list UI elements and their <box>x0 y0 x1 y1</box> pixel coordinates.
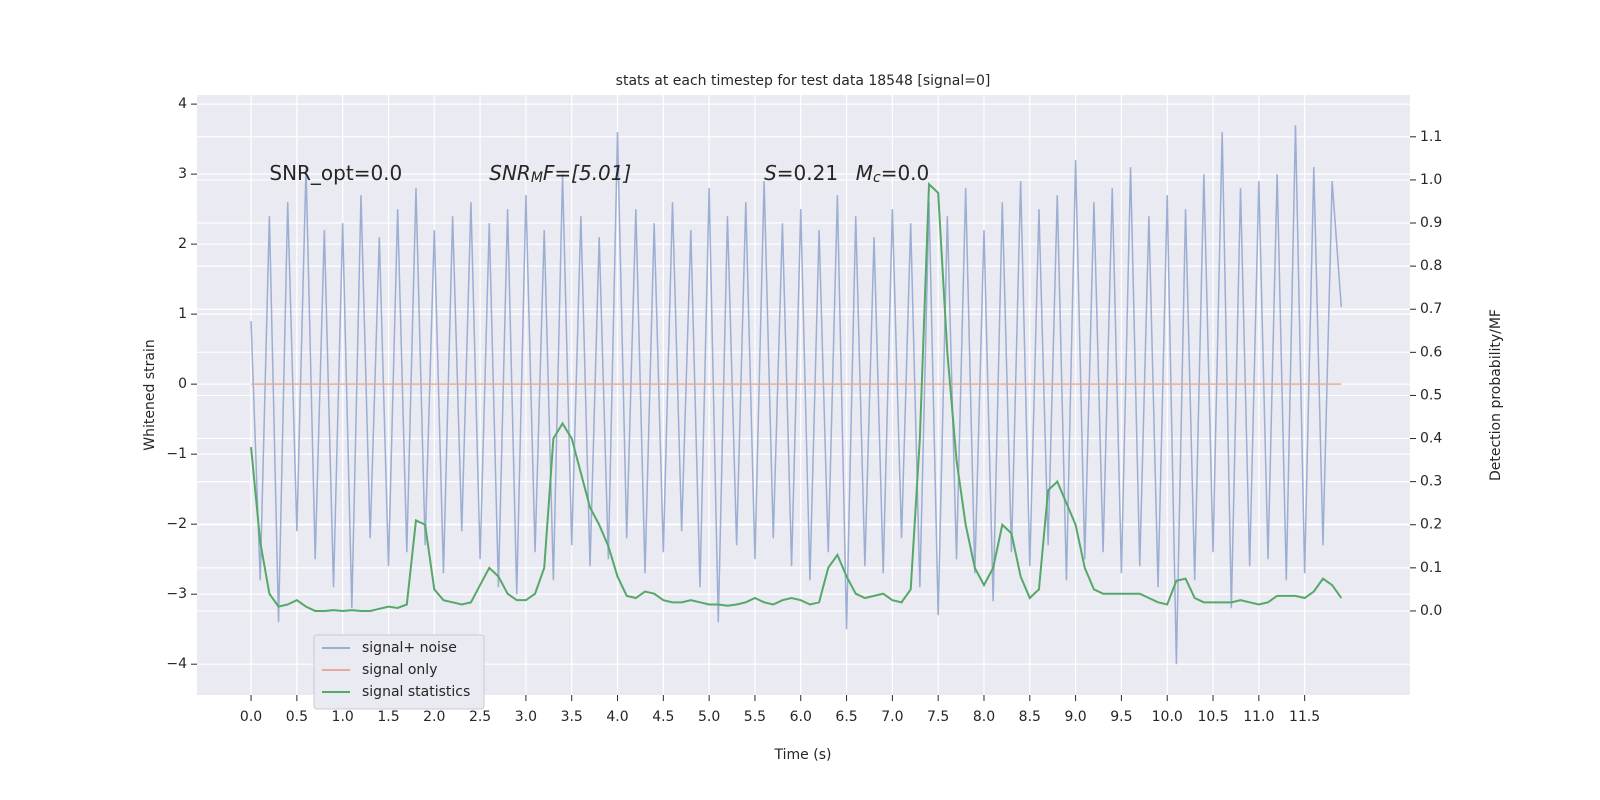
y-tick-label: 2 <box>178 236 187 252</box>
x-tick-label: 6.0 <box>790 709 812 725</box>
x-tick-label: 7.0 <box>881 709 903 725</box>
x-tick-label: 11.5 <box>1289 709 1320 725</box>
annotation-part: M <box>856 161 873 185</box>
y2-tick-label: 0.5 <box>1420 387 1442 403</box>
legend-box <box>313 634 485 710</box>
annotation-part: =0.21 <box>777 161 838 185</box>
x-tick-label: 4.5 <box>652 709 674 725</box>
annotation-part: S <box>764 161 777 185</box>
x-tick-label: 5.0 <box>698 709 720 725</box>
annotation: Mc=0.0 <box>856 161 930 187</box>
y2-tick-label: 0.1 <box>1420 560 1442 576</box>
series-line <box>250 125 1343 665</box>
annotation: SNRMF=[5.01] <box>489 161 631 187</box>
annotation-part: M <box>531 170 543 186</box>
x-tick-label: 4.0 <box>606 709 628 725</box>
x-tick-label: 8.5 <box>1019 709 1041 725</box>
legend-label: signal only <box>362 662 437 678</box>
y-tick-label: −1 <box>166 446 187 462</box>
x-tick-label: 3.0 <box>515 709 537 725</box>
x-tick-label: 3.5 <box>561 709 583 725</box>
x-tick-label: 8.0 <box>973 709 995 725</box>
y-tick-label: 4 <box>178 96 187 112</box>
x-tick-label: 0.5 <box>286 709 308 725</box>
x-tick-label: 10.0 <box>1152 709 1183 725</box>
x-tick-label: 9.0 <box>1064 709 1086 725</box>
annotation-part: c <box>873 170 881 186</box>
y-tick-label: 3 <box>178 166 187 182</box>
y2-tick-label: 1.1 <box>1420 129 1442 145</box>
annotation-part: =0.0 <box>881 161 930 185</box>
y2-tick-label: 0.3 <box>1420 474 1442 490</box>
y2-tick-label: 0.7 <box>1420 301 1442 317</box>
x-axis-label: Time (s) <box>774 747 832 763</box>
x-tick-label: 11.0 <box>1243 709 1274 725</box>
x-tick-label: 2.5 <box>469 709 491 725</box>
series-line <box>250 181 1343 612</box>
x-tick-label: 6.5 <box>835 709 857 725</box>
y-axis-label: Whitened strain <box>142 339 158 450</box>
annotation: S=0.21 <box>764 161 838 185</box>
y2-tick-label: 1.0 <box>1420 172 1442 188</box>
x-tick-label: 9.5 <box>1110 709 1132 725</box>
x-tick-label: 10.5 <box>1197 709 1228 725</box>
x-tick-label: 2.0 <box>423 709 445 725</box>
y2-axis-label: Detection probability/MF <box>1488 309 1504 481</box>
y-tick-label: 0 <box>178 376 187 392</box>
annotation-part: SNR_opt=0.0 <box>269 161 402 185</box>
y2-tick-label: 0.4 <box>1420 431 1442 447</box>
y-tick-label: −4 <box>166 656 187 672</box>
y-tick-label: −2 <box>166 516 187 532</box>
y2-tick-label: 0.0 <box>1420 603 1442 619</box>
x-tick-label: 0.0 <box>240 709 262 725</box>
y2-tick-label: 0.8 <box>1420 258 1442 274</box>
legend-label: signal+ noise <box>362 640 457 656</box>
x-tick-label: 1.0 <box>332 709 354 725</box>
x-tick-label: 5.5 <box>744 709 766 725</box>
y-tick-label: 1 <box>178 306 187 322</box>
annotation-part: SNR <box>489 161 531 185</box>
chart-title: stats at each timestep for test data 185… <box>616 73 991 89</box>
legend-label: signal statistics <box>362 684 470 700</box>
y2-tick-label: 0.6 <box>1420 344 1442 360</box>
annotation-part: F=[5.01] <box>543 161 631 185</box>
x-tick-label: 7.5 <box>927 709 949 725</box>
x-tick-label: 1.5 <box>377 709 399 725</box>
y2-tick-label: 0.9 <box>1420 215 1442 231</box>
y2-tick-label: 0.2 <box>1420 517 1442 533</box>
annotation: SNR_opt=0.0 <box>269 161 402 185</box>
y-tick-label: −3 <box>166 586 187 602</box>
